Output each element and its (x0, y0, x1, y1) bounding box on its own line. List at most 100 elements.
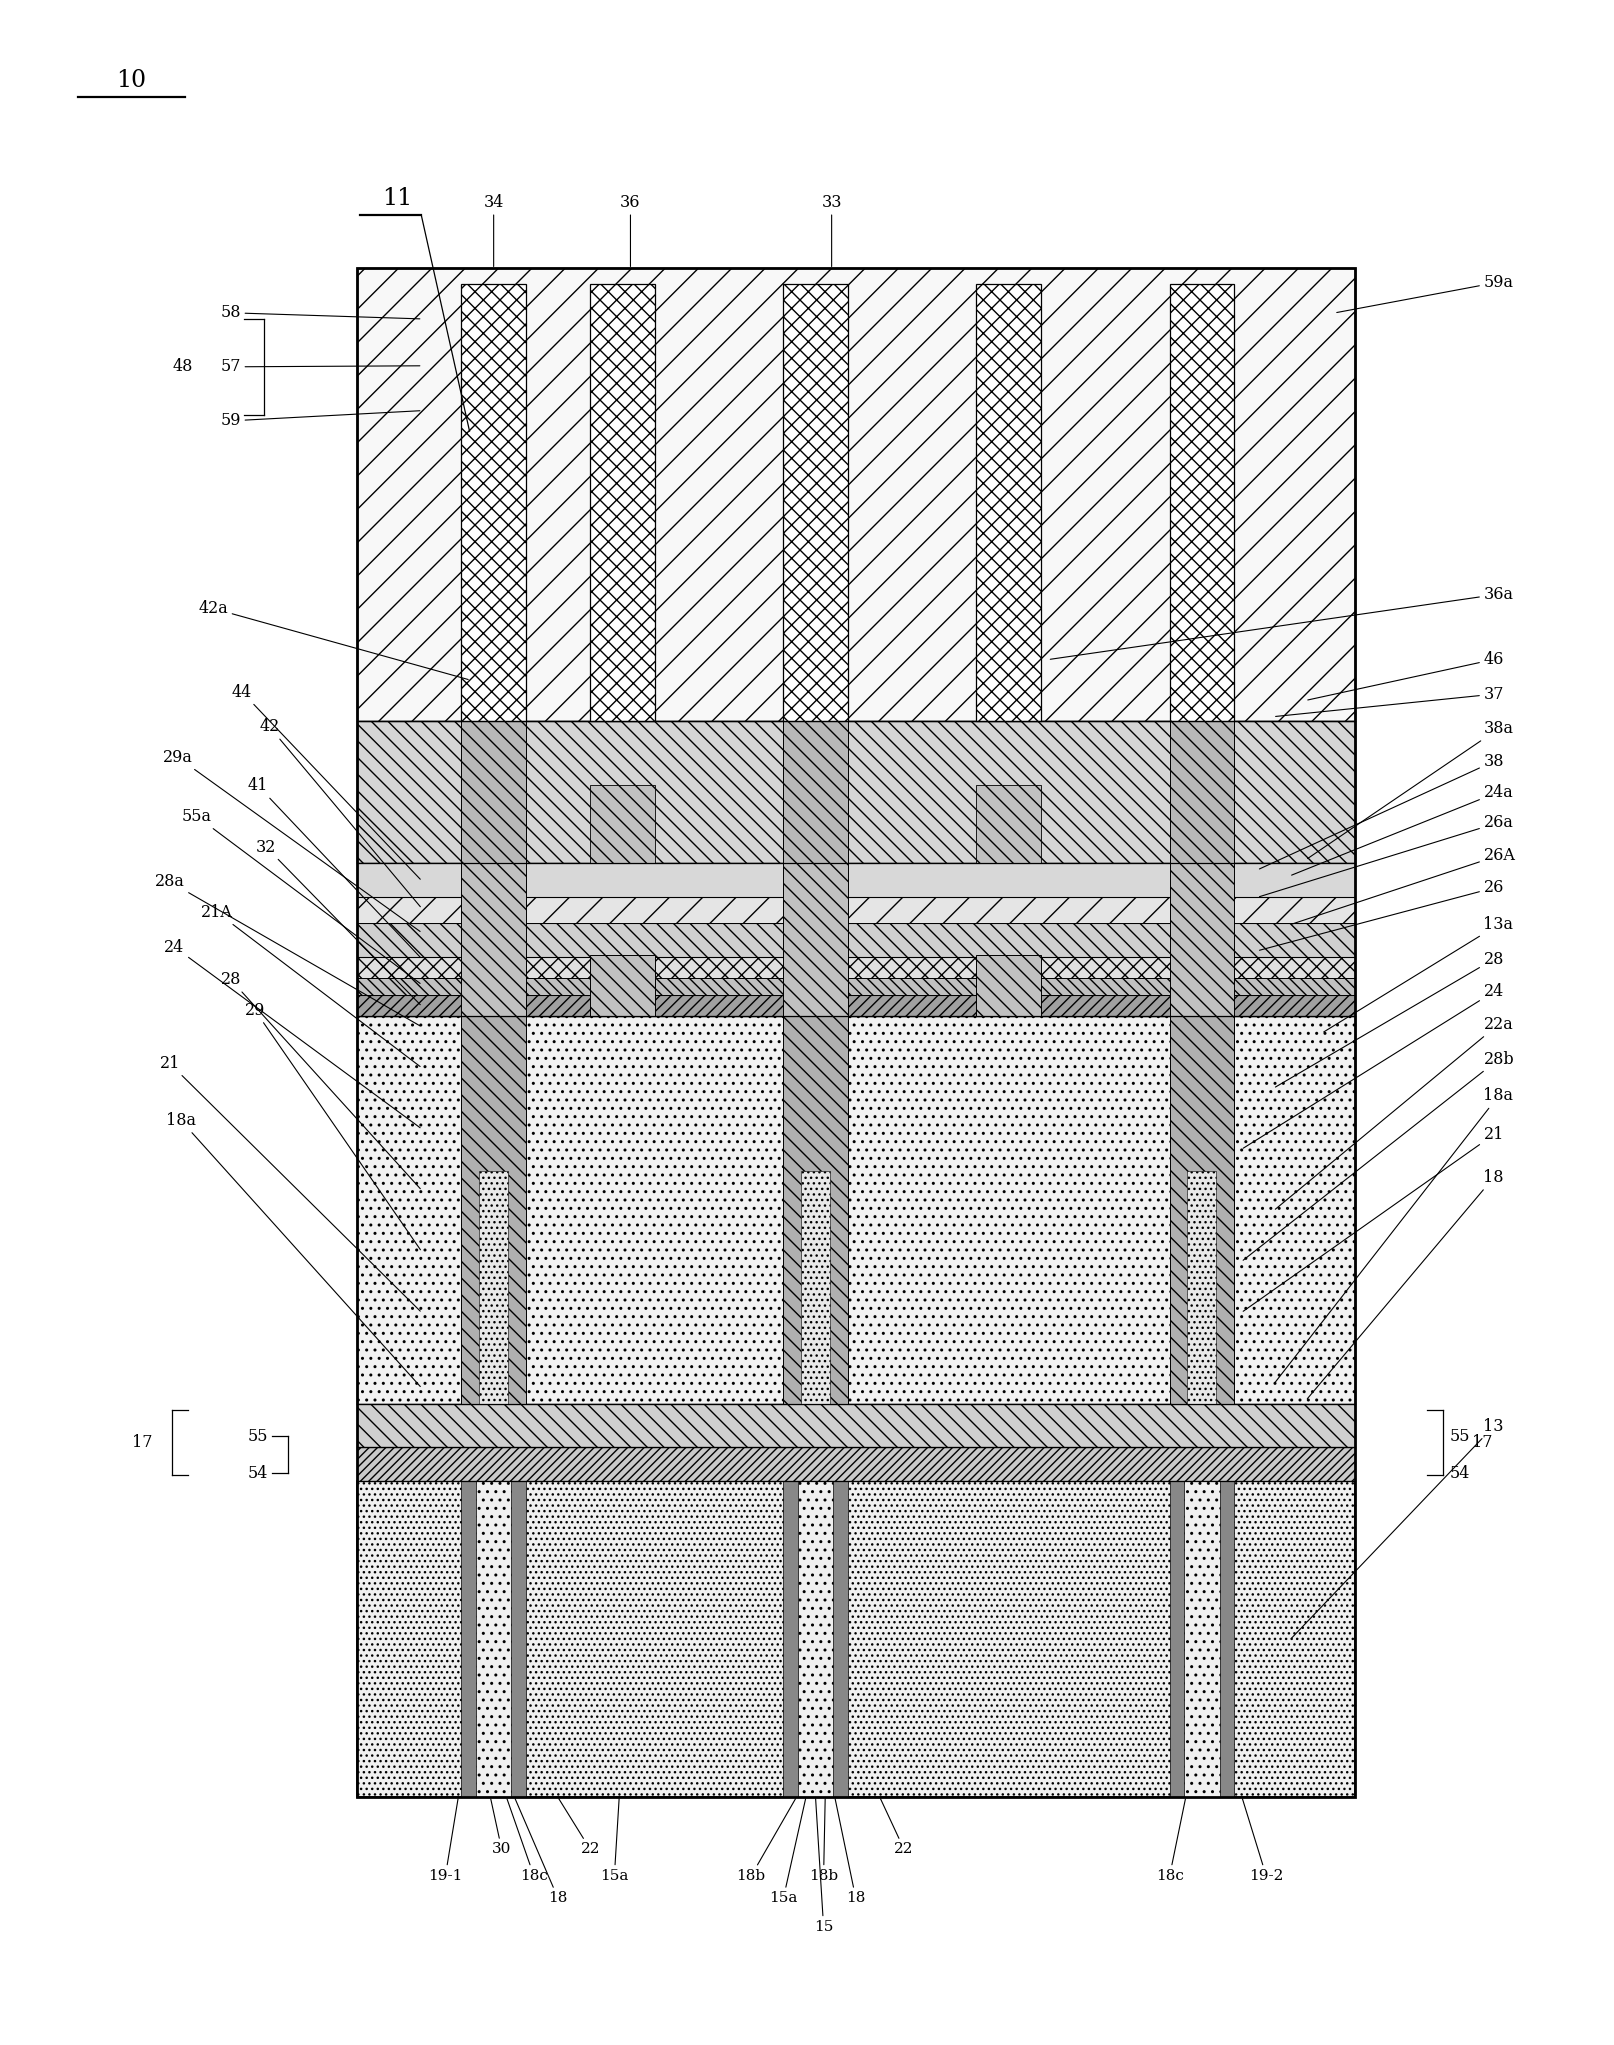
Bar (476, 1481, 512, 1798)
Bar (462, 284, 526, 720)
Bar (589, 284, 654, 720)
Bar (797, 1481, 833, 1798)
Text: 42a: 42a (199, 599, 468, 679)
Text: 22: 22 (880, 1800, 914, 1857)
Text: 32: 32 (257, 838, 420, 1004)
Bar (462, 720, 526, 863)
Text: 28: 28 (1275, 951, 1503, 1088)
Text: 22: 22 (558, 1800, 600, 1857)
Text: 18a: 18a (166, 1112, 420, 1387)
Text: 21A: 21A (200, 904, 420, 1067)
Text: 22a: 22a (1275, 1016, 1512, 1209)
Text: 18: 18 (1306, 1170, 1503, 1399)
Bar (357, 898, 1354, 922)
Text: 37: 37 (1275, 685, 1503, 716)
Text: 58: 58 (221, 305, 420, 321)
Text: 38a: 38a (1307, 720, 1512, 859)
Text: 19-1: 19-1 (428, 1800, 462, 1883)
Bar (976, 785, 1041, 863)
Bar (357, 1481, 1354, 1798)
Bar (462, 863, 526, 1016)
Text: 24: 24 (1243, 984, 1503, 1147)
Bar (1186, 1172, 1215, 1403)
Text: 18: 18 (515, 1800, 568, 1906)
Text: 26A: 26A (1291, 847, 1514, 924)
Bar (479, 1172, 508, 1403)
Bar (1183, 1481, 1219, 1798)
Text: 17: 17 (132, 1434, 152, 1452)
Text: 55: 55 (247, 1427, 268, 1446)
Text: 33: 33 (822, 194, 841, 266)
Text: 21: 21 (160, 1055, 420, 1311)
Text: 36: 36 (620, 194, 641, 266)
Text: 28b: 28b (1243, 1051, 1514, 1260)
Text: 19-2: 19-2 (1241, 1800, 1283, 1883)
Text: 26a: 26a (1259, 814, 1512, 896)
Bar (589, 955, 654, 1016)
Text: 13a: 13a (1323, 916, 1512, 1033)
Text: 26: 26 (1259, 879, 1503, 951)
Text: 24: 24 (165, 939, 420, 1127)
Bar (357, 978, 1354, 996)
Bar (783, 720, 847, 863)
Text: 48: 48 (173, 358, 192, 376)
Text: 36a: 36a (1049, 585, 1512, 658)
Bar (357, 1403, 1354, 1446)
Text: 11: 11 (383, 186, 412, 211)
Bar (357, 957, 1354, 978)
Text: 18b: 18b (736, 1800, 796, 1883)
Text: 18: 18 (834, 1800, 865, 1906)
Bar (1169, 720, 1233, 863)
Text: 55: 55 (1449, 1427, 1469, 1446)
Bar (783, 1481, 847, 1798)
Text: 18a: 18a (1275, 1088, 1512, 1382)
Bar (1169, 1481, 1233, 1798)
Text: 46: 46 (1307, 650, 1503, 699)
Text: 18b: 18b (809, 1800, 838, 1883)
Bar (783, 1016, 847, 1403)
Text: 30: 30 (491, 1800, 512, 1857)
Bar (783, 863, 847, 1016)
Text: 59: 59 (221, 411, 420, 429)
Bar (976, 955, 1041, 1016)
Bar (462, 1016, 526, 1403)
Text: 55a: 55a (182, 808, 420, 984)
Text: 17: 17 (1472, 1434, 1491, 1452)
Bar (783, 284, 847, 720)
Text: 24a: 24a (1291, 783, 1512, 875)
Bar (357, 1446, 1354, 1481)
Text: 54: 54 (1449, 1464, 1469, 1483)
Text: 57: 57 (221, 358, 420, 376)
Bar (976, 284, 1041, 720)
Bar (1169, 1016, 1233, 1403)
Bar (1169, 863, 1233, 1016)
Text: 29a: 29a (163, 748, 420, 930)
Bar (357, 996, 1354, 1016)
Bar (357, 268, 1354, 1798)
Bar (801, 1172, 830, 1403)
Text: 13: 13 (1291, 1417, 1503, 1638)
Text: 54: 54 (249, 1464, 268, 1483)
Text: 42: 42 (260, 718, 420, 906)
Bar (357, 268, 1354, 720)
Bar (357, 1016, 1354, 1403)
Text: 18c: 18c (1156, 1800, 1185, 1883)
Text: 15: 15 (813, 1800, 833, 1935)
Text: 29: 29 (245, 1002, 420, 1249)
Text: 18c: 18c (507, 1800, 547, 1883)
Text: 44: 44 (232, 683, 420, 879)
Text: 28a: 28a (155, 873, 420, 1027)
Bar (462, 1481, 526, 1798)
Text: 15a: 15a (600, 1800, 628, 1883)
Bar (357, 720, 1354, 863)
Text: 38: 38 (1259, 753, 1503, 869)
Text: 34: 34 (483, 194, 504, 266)
Text: 28: 28 (221, 971, 420, 1188)
Bar (589, 785, 654, 863)
Bar (1169, 284, 1233, 720)
Text: 15a: 15a (768, 1800, 805, 1906)
Text: 21: 21 (1243, 1127, 1503, 1311)
Text: 59a: 59a (1336, 274, 1512, 313)
Text: 41: 41 (249, 777, 420, 957)
Text: 10: 10 (116, 70, 147, 92)
